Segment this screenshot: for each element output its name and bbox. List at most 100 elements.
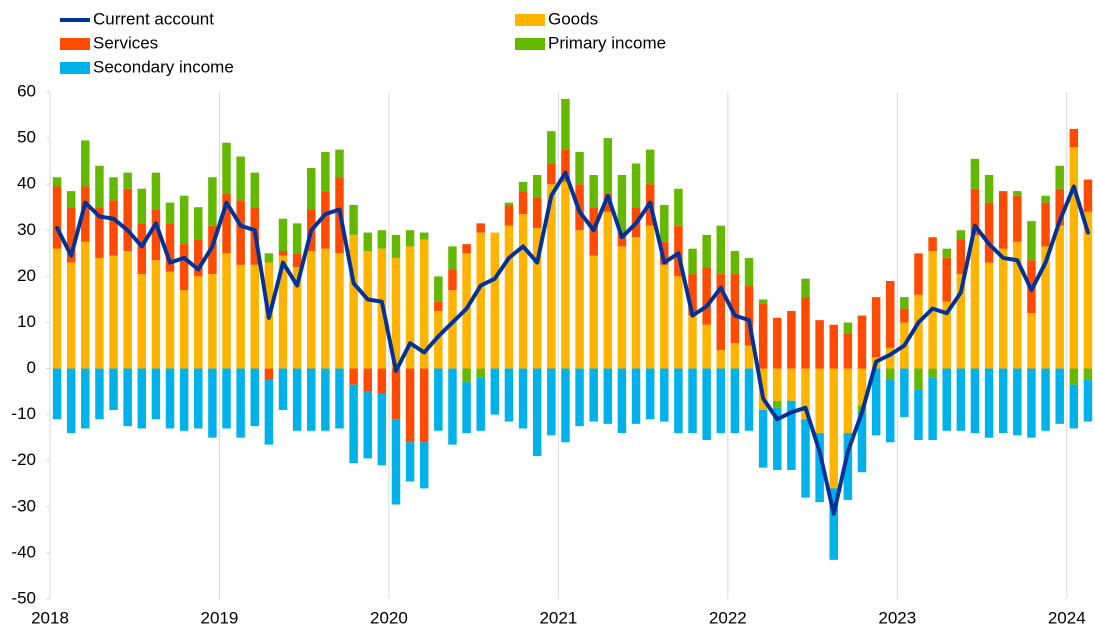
bar-segment <box>547 184 556 369</box>
bar-segment <box>984 174 994 203</box>
bar-segment <box>137 188 147 224</box>
bar-segment <box>194 276 203 369</box>
bar-segment <box>264 253 274 263</box>
bar-segment <box>335 253 344 369</box>
bar-segment <box>419 442 429 489</box>
y-tick-label: -20 <box>11 450 36 469</box>
bar-segment <box>801 297 810 369</box>
bar-segment <box>886 368 895 381</box>
bar-segment <box>137 274 147 369</box>
bar-segment <box>886 280 895 348</box>
bar-segment <box>335 368 344 429</box>
bar-segment <box>871 297 881 358</box>
bar-segment <box>109 255 118 369</box>
bar-segment <box>363 391 372 459</box>
bar-segment <box>1083 380 1093 422</box>
bar-segment <box>391 368 401 420</box>
bar-segment <box>349 384 358 464</box>
bar-segment <box>744 368 754 431</box>
bar-segment <box>744 257 754 286</box>
bar-segment <box>1069 128 1079 148</box>
bar-segment <box>419 368 429 443</box>
bar-segment <box>66 262 76 369</box>
bar-segment <box>674 276 683 369</box>
bar-segment <box>264 368 274 381</box>
bar-segment <box>250 172 259 208</box>
bar-segment <box>702 324 711 369</box>
bar-segment <box>66 207 76 263</box>
bar-segment <box>801 368 810 420</box>
bar-segment <box>194 368 203 429</box>
bar-segment <box>504 202 514 205</box>
bar-segment <box>589 368 598 422</box>
bar-segment <box>660 241 669 265</box>
bar-segment <box>589 255 598 369</box>
bar-segment <box>363 251 372 369</box>
bar-segment <box>349 204 358 235</box>
bar-segment <box>405 230 415 247</box>
bar-segment <box>81 241 90 369</box>
bar-segment <box>1069 368 1079 385</box>
bar-segment <box>1083 368 1093 381</box>
bar-segment <box>956 239 966 275</box>
bar-segment <box>998 368 1008 434</box>
bar-segment <box>250 368 259 427</box>
bar-segment <box>716 225 726 275</box>
x-tick-label: 2023 <box>878 608 916 627</box>
bar-segment <box>391 257 401 369</box>
bar-segment <box>631 237 641 369</box>
legend-label: Secondary income <box>93 57 234 76</box>
bar-segment <box>561 368 570 443</box>
bar-segment <box>179 244 189 291</box>
bar-segment <box>109 177 118 201</box>
bar-segment <box>151 260 161 369</box>
y-tick-label: 50 <box>17 128 36 147</box>
bar-segment <box>307 168 316 210</box>
bar-segment <box>787 310 796 369</box>
bar-segment <box>518 191 528 215</box>
bar-segment <box>377 230 387 249</box>
bar-segment <box>886 380 895 443</box>
bar-segment <box>278 251 288 256</box>
bar-segment <box>561 181 570 369</box>
bar-segment <box>688 248 697 275</box>
y-tick-label: 60 <box>17 81 36 100</box>
bar-segment <box>165 223 175 272</box>
bar-segment <box>773 368 782 401</box>
bar-segment <box>575 368 584 427</box>
bar-segment <box>363 368 372 392</box>
bar-segment <box>956 368 966 431</box>
bar-segment <box>998 248 1008 369</box>
bar-segment <box>561 98 570 150</box>
y-tick-label: 40 <box>17 174 36 193</box>
bar-segment <box>702 368 711 440</box>
x-tick-label: 2019 <box>201 608 239 627</box>
bar-segment <box>773 400 782 408</box>
bar-segment <box>208 368 217 438</box>
bar-segment <box>95 368 104 420</box>
legend-symbol <box>515 14 545 26</box>
bar-segment <box>278 368 288 411</box>
bar-segment <box>476 223 485 233</box>
bar-segment <box>321 191 330 249</box>
bar-segment <box>674 188 683 226</box>
bar-segment <box>871 368 881 436</box>
bar-segment <box>532 227 542 369</box>
bar-segment <box>829 488 838 560</box>
bar-segment <box>151 172 161 210</box>
bar-segment <box>928 237 937 252</box>
bar-segment <box>363 232 372 252</box>
legend-label: Services <box>93 33 158 52</box>
bar-segment <box>222 368 231 429</box>
bar-segment <box>165 202 175 224</box>
bar-segment <box>1083 179 1093 212</box>
bar-segment <box>970 368 980 434</box>
bar-segment <box>631 368 641 424</box>
bar-segment <box>194 239 203 277</box>
bar-segment <box>66 191 76 208</box>
bar-segment <box>462 368 471 383</box>
bar-segment <box>603 368 613 424</box>
bar-segment <box>52 248 62 369</box>
bar-segment <box>377 368 387 394</box>
